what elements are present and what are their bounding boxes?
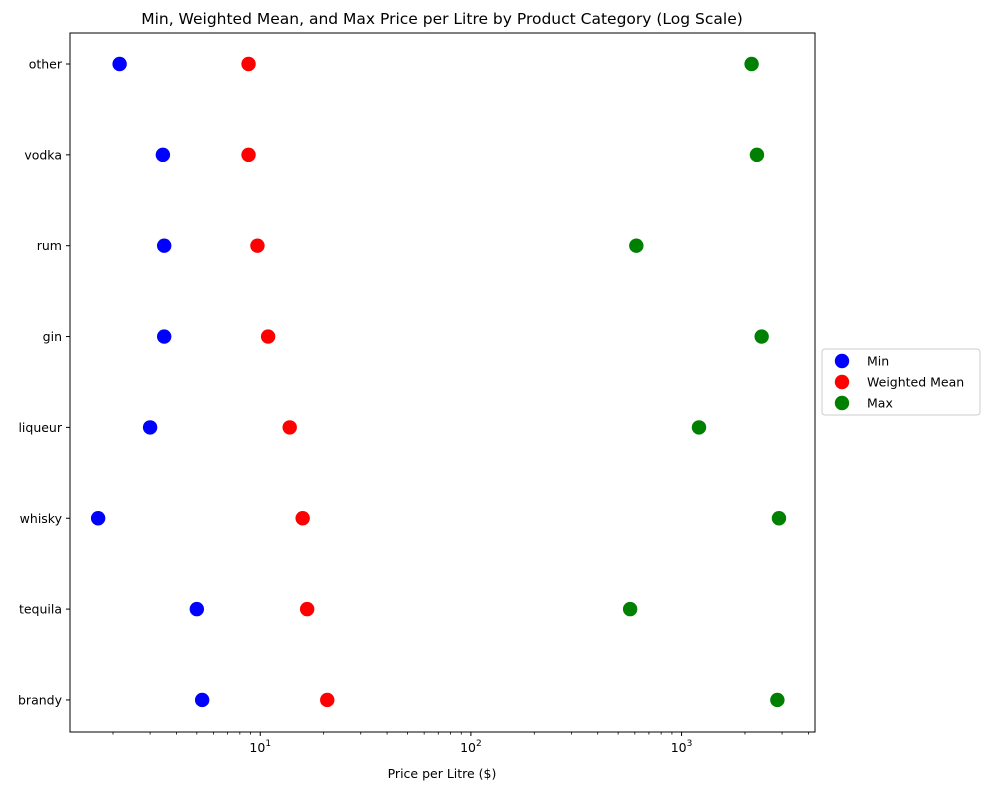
y-axis: other vodka rum gin liqueur whisky tequila bran… xyxy=(18,57,70,707)
weighted-mean-point-brandy xyxy=(320,692,335,708)
max-point-tequila xyxy=(622,601,638,617)
max-point-gin xyxy=(754,329,769,344)
weighted-mean-point-whisky xyxy=(295,511,310,526)
y-tick-label: other xyxy=(29,57,63,72)
x-tick-label: 101 xyxy=(249,739,271,755)
plot-area xyxy=(69,32,816,733)
min-point-other xyxy=(112,56,127,72)
y-tick-label: liqueur xyxy=(18,420,62,435)
min-point-rum xyxy=(156,238,172,253)
y-tick-label: rum xyxy=(37,238,62,253)
max-point-brandy xyxy=(770,692,785,708)
y-tick-label: brandy xyxy=(18,692,63,707)
min-point-vodka xyxy=(155,147,171,163)
data-points xyxy=(90,56,787,708)
legend-box xyxy=(821,348,981,416)
y-tick-label: whisky xyxy=(20,511,63,526)
legend-marker-min xyxy=(834,353,850,369)
min-point-brandy xyxy=(194,692,210,708)
y-tick-label: gin xyxy=(43,329,62,344)
max-point-vodka xyxy=(749,147,765,163)
x-axis: 101 102 103 xyxy=(112,732,809,755)
weighted-mean-point-gin xyxy=(260,329,276,344)
min-point-gin xyxy=(156,329,172,344)
y-tick-label: vodka xyxy=(24,147,62,162)
max-point-whisky xyxy=(771,511,787,526)
legend-label-min: Min xyxy=(867,354,889,369)
legend: Min Weighted Mean Max xyxy=(821,348,981,416)
weighted-mean-point-liqueur xyxy=(282,420,297,435)
weighted-mean-point-other xyxy=(241,56,256,72)
min-point-liqueur xyxy=(142,420,158,435)
max-point-other xyxy=(744,56,759,72)
max-point-liqueur xyxy=(691,420,707,435)
min-point-tequila xyxy=(189,601,205,617)
min-point-whisky xyxy=(90,511,106,526)
legend-marker-weighted-mean xyxy=(834,374,850,390)
x-tick-label: 102 xyxy=(460,739,482,755)
weighted-mean-point-tequila xyxy=(299,601,315,617)
x-axis-label: Price per Litre ($) xyxy=(388,766,497,781)
legend-label-weighted-mean: Weighted Mean xyxy=(867,375,964,390)
chart-title: Min, Weighted Mean, and Max Price per Li… xyxy=(141,10,743,28)
weighted-mean-point-vodka xyxy=(241,147,256,163)
legend-label-max: Max xyxy=(867,396,893,411)
legend-marker-max xyxy=(834,395,850,411)
y-tick-label: tequila xyxy=(19,602,62,617)
x-tick-label: 103 xyxy=(671,739,693,755)
weighted-mean-point-rum xyxy=(250,238,265,253)
max-point-rum xyxy=(629,238,644,253)
